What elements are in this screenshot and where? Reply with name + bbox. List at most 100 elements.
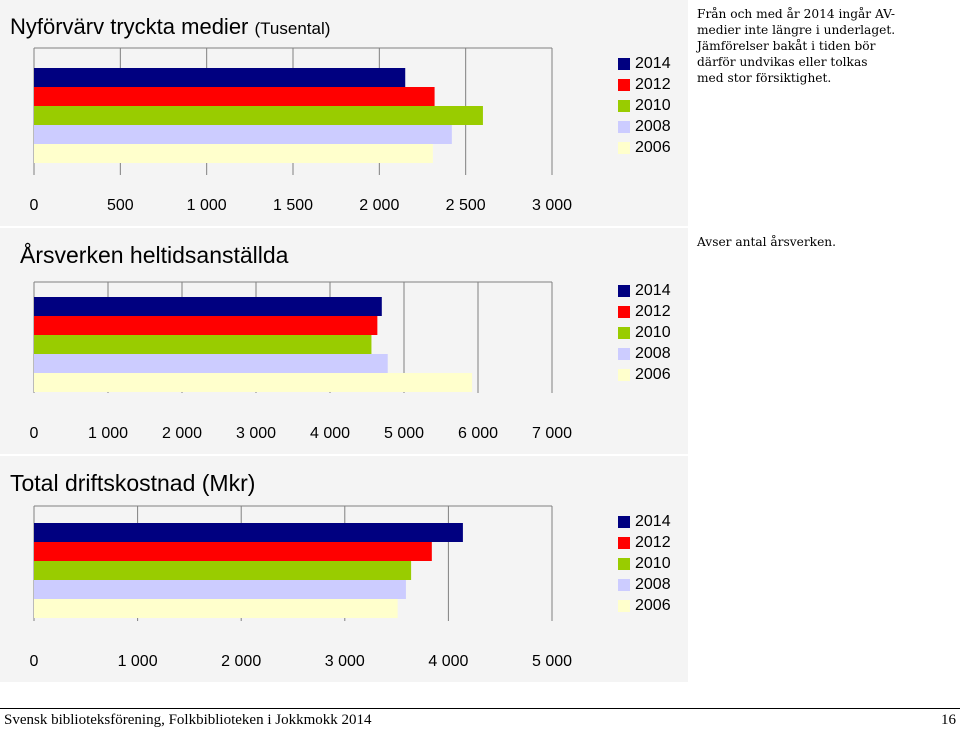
legend-item-2006: 2006	[618, 364, 671, 385]
legend-label: 2014	[635, 512, 671, 530]
chart-title-unit: (Tusental)	[254, 19, 331, 38]
x-tick-label: 1 000	[118, 653, 158, 670]
legend-item-2008: 2008	[618, 343, 671, 364]
legend: 2014 2012 2010 2008 2006	[618, 280, 671, 385]
chart-panel-arsverken: Årsverken heltidsanställda 0 1 000 2 000 3 …	[0, 228, 688, 454]
chart-note: Från och med år 2014 ingår AV-medier int…	[697, 7, 896, 85]
bar-2006	[34, 373, 473, 392]
legend-swatch	[618, 368, 630, 381]
legend-label: 2008	[635, 575, 671, 593]
x-tick-label: 5 000	[532, 653, 572, 670]
legend-swatch	[618, 326, 630, 339]
legend: 2014 2012 2010 2008 2006	[618, 53, 671, 158]
bar-2014	[34, 523, 463, 542]
legend-swatch	[618, 515, 630, 528]
legend-label: 2014	[635, 281, 671, 299]
legend-swatch	[618, 578, 630, 591]
legend-label: 2006	[635, 365, 671, 383]
legend-swatch	[618, 120, 630, 133]
bar-2010	[34, 106, 483, 125]
legend-label: 2010	[635, 323, 671, 341]
bar-2008	[34, 125, 452, 144]
legend-swatch	[618, 599, 630, 612]
legend-item-2012: 2012	[618, 74, 671, 95]
bar-2006	[34, 599, 398, 618]
legend-item-2006: 2006	[618, 137, 671, 158]
x-tick-label: 3 000	[236, 425, 276, 442]
legend-label: 2012	[635, 75, 671, 93]
legend-item-2014: 2014	[618, 511, 671, 532]
bar-2010	[34, 335, 372, 354]
x-tick-label: 1 000	[187, 197, 227, 214]
legend-item-2010: 2010	[618, 553, 671, 574]
x-tick-label: 1 000	[88, 425, 128, 442]
legend-item-2010: 2010	[618, 95, 671, 116]
page-footer: Svensk biblioteksförening, Folkbibliotek…	[0, 708, 960, 731]
bar-2008	[34, 354, 388, 373]
legend: 2014 2012 2010 2008 2006	[618, 511, 671, 616]
legend-swatch	[618, 305, 630, 318]
chart-panel-nyforvarv: Nyförvärv tryckta medier (Tusental) 0 500…	[0, 0, 688, 226]
chart-title-text: Nyförvärv tryckta medier	[10, 14, 249, 39]
legend-swatch	[618, 284, 630, 297]
chart-note: Avser antal årsverken.	[697, 235, 837, 249]
legend-item-2006: 2006	[618, 595, 671, 616]
legend-item-2010: 2010	[618, 322, 671, 343]
bar-2010	[34, 561, 412, 580]
x-tick-label: 6 000	[458, 425, 498, 442]
chart-panel-driftskostnad: Total driftskostnad (Mkr) 0 1 000 2 000 3 0…	[0, 456, 688, 682]
x-tick-label: 0	[30, 425, 39, 442]
legend-label: 2008	[635, 117, 671, 135]
legend-label: 2012	[635, 302, 671, 320]
x-tick-label: 2 500	[446, 197, 486, 214]
legend-label: 2006	[635, 596, 671, 614]
legend-label: 2010	[635, 96, 671, 114]
bar-2012	[34, 87, 435, 106]
footer-source: Svensk biblioteksförening, Folkbibliotek…	[4, 712, 372, 728]
bar-2014	[34, 297, 382, 316]
x-tick-label: 2 000	[359, 197, 399, 214]
bar-chart-nyforvarv: 0 500 1 000 1 500 2 000 2 500 3 000	[30, 47, 572, 214]
legend-label: 2010	[635, 554, 671, 572]
x-tick-label: 3 000	[325, 653, 365, 670]
chart-title: Total driftskostnad (Mkr)	[10, 470, 256, 496]
x-tick-label: 7 000	[532, 425, 572, 442]
legend-item-2012: 2012	[618, 301, 671, 322]
bar-chart-arsverken: 0 1 000 2 000 3 000 4 000 5 000 6 000 7 000	[30, 281, 572, 442]
x-tick-label: 1 500	[273, 197, 313, 214]
x-tick-label: 2 000	[221, 653, 261, 670]
x-tick-label: 2 000	[162, 425, 202, 442]
legend-item-2014: 2014	[618, 53, 671, 74]
chart-title: Nyförvärv tryckta medier (Tusental)	[10, 14, 330, 40]
x-tick-label: 500	[107, 197, 134, 214]
legend-label: 2006	[635, 138, 671, 156]
legend-swatch	[618, 99, 630, 112]
legend-label: 2008	[635, 344, 671, 362]
bar-2014	[34, 68, 406, 87]
x-tick-label: 4 000	[428, 653, 468, 670]
legend-swatch	[618, 536, 630, 549]
legend-label: 2014	[635, 54, 671, 72]
legend-label: 2012	[635, 533, 671, 551]
page-number: 16	[941, 712, 956, 728]
x-tick-label: 4 000	[310, 425, 350, 442]
x-tick-label: 0	[30, 197, 39, 214]
x-tick-label: 0	[30, 653, 39, 670]
bar-2008	[34, 580, 406, 599]
x-tick-label: 5 000	[384, 425, 424, 442]
bar-2006	[34, 144, 433, 163]
chart-title: Årsverken heltidsanställda	[20, 242, 289, 268]
legend-swatch	[618, 347, 630, 360]
legend-swatch	[618, 557, 630, 570]
legend-item-2008: 2008	[618, 116, 671, 137]
bar-chart-driftskostnad: 0 1 000 2 000 3 000 4 000 5 000	[30, 505, 572, 670]
x-tick-label: 3 000	[532, 197, 572, 214]
legend-swatch	[618, 78, 630, 91]
bar-2012	[34, 542, 432, 561]
legend-item-2008: 2008	[618, 574, 671, 595]
legend-item-2012: 2012	[618, 532, 671, 553]
legend-swatch	[618, 141, 630, 154]
legend-swatch	[618, 57, 630, 70]
bar-2012	[34, 316, 378, 335]
legend-item-2014: 2014	[618, 280, 671, 301]
